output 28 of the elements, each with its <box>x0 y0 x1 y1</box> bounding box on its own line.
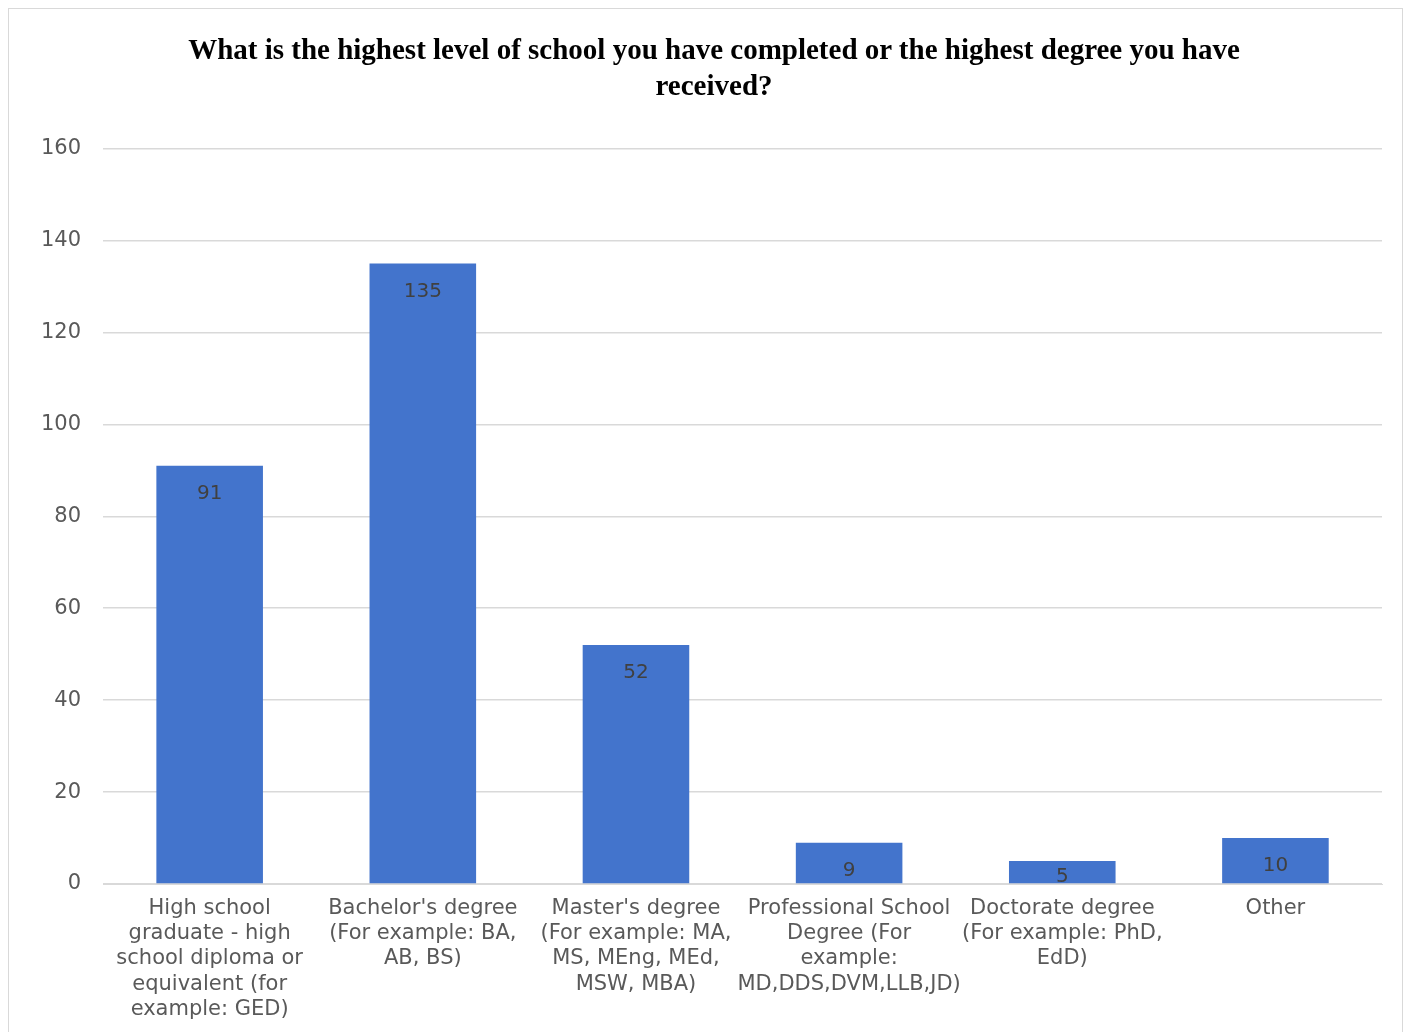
data-label: 135 <box>403 277 442 302</box>
data-label: 9 <box>842 856 856 881</box>
y-tick-label: 100 <box>40 410 82 435</box>
x-tick-label: Professional School Degree (For example: MD,DDS,DVM,LLB,JD) <box>737 895 961 995</box>
y-tick-label: 0 <box>67 870 82 895</box>
y-tick-label: 40 <box>54 686 82 711</box>
chart-title: What is the highest level of school you have completed or the highest degree you have received? <box>187 32 1241 103</box>
bar <box>1008 861 1116 884</box>
data-label: 52 <box>623 659 649 684</box>
x-tick-label: Bachelor's degree (For example: BA, AB, BS) <box>328 895 518 970</box>
x-tick-label: Doctorate degree (For example: PhD, EdD) <box>961 895 1163 970</box>
data-label: 5 <box>1055 863 1069 888</box>
bar <box>1222 838 1329 884</box>
y-tick-label: 120 <box>40 318 82 343</box>
bar <box>582 645 690 884</box>
y-tick-label: 20 <box>54 778 82 803</box>
x-tick-label: Other <box>1245 895 1306 920</box>
y-tick-label: 160 <box>40 135 82 160</box>
x-tick-label: High school graduate - high school diploma or equivalent (for example: GED) <box>116 895 304 1020</box>
y-tick-label: 60 <box>54 594 82 619</box>
bar <box>369 263 477 884</box>
data-label: 91 <box>196 479 223 504</box>
x-tick-label: Master's degree (For example: MA, MS, MEng, MEd, MSW, MBA) <box>540 895 732 995</box>
y-tick-label: 140 <box>40 226 82 251</box>
y-tick-label: 80 <box>54 502 82 527</box>
data-label: 10 <box>1262 852 1289 877</box>
bar <box>156 465 263 884</box>
bar <box>795 842 903 884</box>
